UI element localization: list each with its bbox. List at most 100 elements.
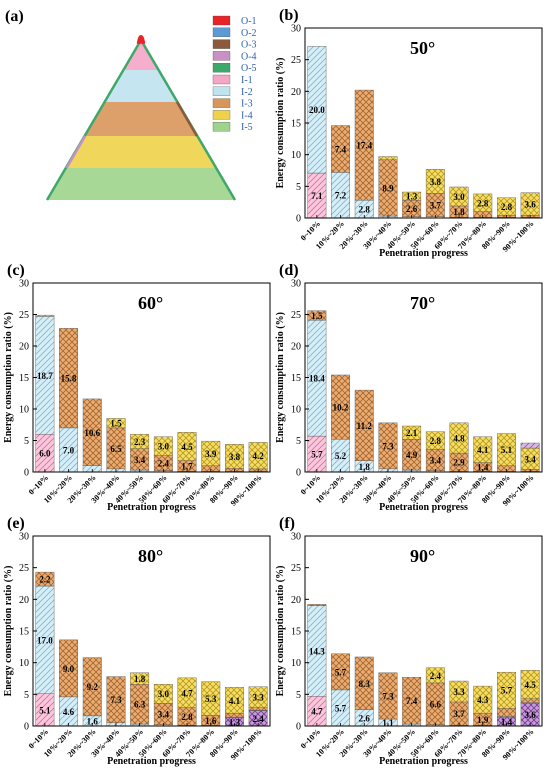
bar-i-3-3 bbox=[82, 398, 102, 466]
chart-90-deg: (f)90°4.71.43.614.35.72.6 1.15.78.37.3 7.4… bbox=[275, 515, 543, 767]
y-axis-label: Energy consumption ratio (%) bbox=[275, 58, 286, 189]
bar-value-label: 1.9 bbox=[477, 715, 489, 725]
chart-title: 80° bbox=[138, 546, 163, 566]
y-tick-label: 0 bbox=[296, 214, 301, 225]
bar-value-label: 4.7 bbox=[181, 688, 193, 698]
bar-value-label: 5.7 bbox=[335, 703, 347, 713]
bar-value-label: 17.0 bbox=[37, 635, 53, 645]
bar-value-label: 3.6 bbox=[525, 200, 537, 210]
bar-value-label: 4.9 bbox=[406, 450, 418, 460]
x-axis-label: Penetration progress bbox=[107, 756, 196, 767]
legend: O-1O-2O-3O-4O-5I-1I-2I-3I-4I-5 bbox=[212, 15, 257, 133]
bar-i-3-9 bbox=[225, 713, 244, 718]
bar-value-label: 2.8 bbox=[181, 712, 193, 722]
legend-label-o-2: O-2 bbox=[241, 28, 257, 39]
bar-value-label: 1.6 bbox=[205, 716, 217, 726]
y-tick-label: 0 bbox=[24, 468, 29, 479]
bar-value-label: 7.0 bbox=[63, 445, 75, 455]
y-tick-label: 25 bbox=[291, 563, 301, 574]
y-tick-label: 0 bbox=[296, 722, 301, 733]
pyramid-left-shell bbox=[45, 43, 140, 201]
bar-value-label: 5.1 bbox=[39, 705, 51, 715]
chart-title: 90° bbox=[410, 546, 435, 566]
bar-i-3-9 bbox=[497, 708, 516, 717]
bar-i-4-5 bbox=[130, 434, 150, 449]
legend-swatch-o-4 bbox=[212, 51, 231, 61]
bar-value-label: 4.5 bbox=[525, 680, 537, 690]
bar-i-4-6 bbox=[425, 169, 445, 194]
bar-i-4-6 bbox=[425, 431, 445, 450]
panel-a: (a) O-1O-2O-3O-4O-5I-1I-2I-3I-4I-5 bbox=[5, 8, 257, 201]
legend-label-o-5: O-5 bbox=[241, 63, 257, 74]
bar-value-label: 7.3 bbox=[382, 441, 394, 451]
y-tick-label: 30 bbox=[291, 24, 301, 35]
bar-value-label: 3.4 bbox=[430, 456, 442, 466]
pyramid-top-shell bbox=[136, 35, 146, 45]
bar-i-3-10 bbox=[520, 698, 540, 703]
bar-value-label: 4.6 bbox=[63, 707, 75, 717]
y-tick-label: 20 bbox=[19, 342, 29, 353]
y-tick-label: 10 bbox=[19, 405, 29, 416]
y-tick-label: 15 bbox=[19, 373, 29, 384]
bar-value-label: 3.4 bbox=[158, 709, 170, 719]
legend-swatch-o-5 bbox=[212, 63, 231, 73]
bar-value-label: 7.2 bbox=[335, 191, 347, 201]
y-tick-label: 10 bbox=[291, 658, 301, 669]
bar-i-4-9 bbox=[225, 444, 244, 469]
x-axis-label: Penetration progress bbox=[107, 502, 196, 513]
y-tick-label: 10 bbox=[291, 150, 301, 161]
y-tick-label: 15 bbox=[19, 627, 29, 638]
bar-i-4-7 bbox=[449, 680, 469, 703]
y-tick-label: 5 bbox=[296, 182, 301, 193]
chart-50-deg: (b) 50° 7.1 20.0 7.2 2.8 7.4 17.4 8.9 2.6 3.7 1.8 1.… bbox=[275, 7, 543, 259]
legend-label-i-5: I-5 bbox=[241, 122, 253, 133]
bar-value-label: 10.2 bbox=[333, 403, 349, 413]
pyramid-layer-1 bbox=[123, 44, 159, 70]
bar-i-3-4 bbox=[378, 422, 398, 470]
bar-value-label: 18.4 bbox=[309, 374, 325, 384]
pyramid-layer-3 bbox=[85, 102, 197, 136]
legend-label-i-4: I-4 bbox=[241, 110, 253, 121]
panel-label: (f) bbox=[279, 515, 295, 532]
bar-value-label: 5.7 bbox=[335, 667, 347, 677]
y-tick-label: 20 bbox=[291, 87, 301, 98]
bar-i-3-1 bbox=[307, 604, 327, 606]
y-tick-label: 10 bbox=[291, 405, 301, 416]
bar-value-label: 7.4 bbox=[335, 144, 347, 154]
legend-swatch-o-3 bbox=[212, 39, 231, 49]
bar-value-label: 9.0 bbox=[63, 664, 75, 674]
legend-swatch-i-2 bbox=[212, 86, 231, 96]
bar-i-3-10 bbox=[248, 707, 268, 711]
bar-value-label: 4.8 bbox=[453, 433, 465, 443]
bar-i-2-1 bbox=[307, 46, 327, 174]
bar-i-4-6 bbox=[153, 684, 173, 704]
bar-value-label: 6.6 bbox=[430, 699, 442, 709]
pyramid-layer-4 bbox=[66, 136, 216, 168]
bar-value-label: 2.8 bbox=[359, 205, 371, 215]
bar-i-3-3 bbox=[354, 389, 374, 461]
bar-i-4-6 bbox=[153, 436, 173, 456]
bar-i-4-5 bbox=[402, 191, 422, 201]
bar-i-3-4 bbox=[378, 672, 398, 720]
bar-value-label: 4.1 bbox=[477, 445, 489, 455]
legend-swatch-i-1 bbox=[212, 74, 231, 85]
bar-value-label: 3.8 bbox=[229, 452, 241, 462]
y-tick-label: 5 bbox=[24, 690, 29, 701]
bar-i-4-8 bbox=[473, 685, 493, 714]
chart-title: 60° bbox=[138, 293, 163, 313]
legend-swatch-o-2 bbox=[212, 27, 231, 37]
bar-i-3-3 bbox=[354, 89, 374, 201]
chart-60-deg: (c) 60° 6.0 18.7 7.0 15.8 10.6 6.5 3.4 2.4 1.7 1.5 2… bbox=[3, 262, 271, 513]
legend-swatch-i-4 bbox=[212, 110, 231, 120]
y-tick-label: 20 bbox=[19, 595, 29, 606]
bar-value-label: 9.2 bbox=[87, 682, 99, 692]
y-tick-label: 30 bbox=[291, 279, 301, 290]
y-axis-label: Energy consumption ratio (%) bbox=[275, 566, 286, 697]
bar-value-label: 7.3 bbox=[382, 691, 394, 701]
bar-i-4-10 bbox=[248, 686, 268, 708]
y-tick-label: 20 bbox=[291, 595, 301, 606]
bar-value-label: 5.3 bbox=[205, 694, 217, 704]
pyramid-layer-2 bbox=[104, 70, 178, 102]
bar-value-label: 3.8 bbox=[430, 177, 442, 187]
bar-i-4-4 bbox=[378, 156, 398, 160]
